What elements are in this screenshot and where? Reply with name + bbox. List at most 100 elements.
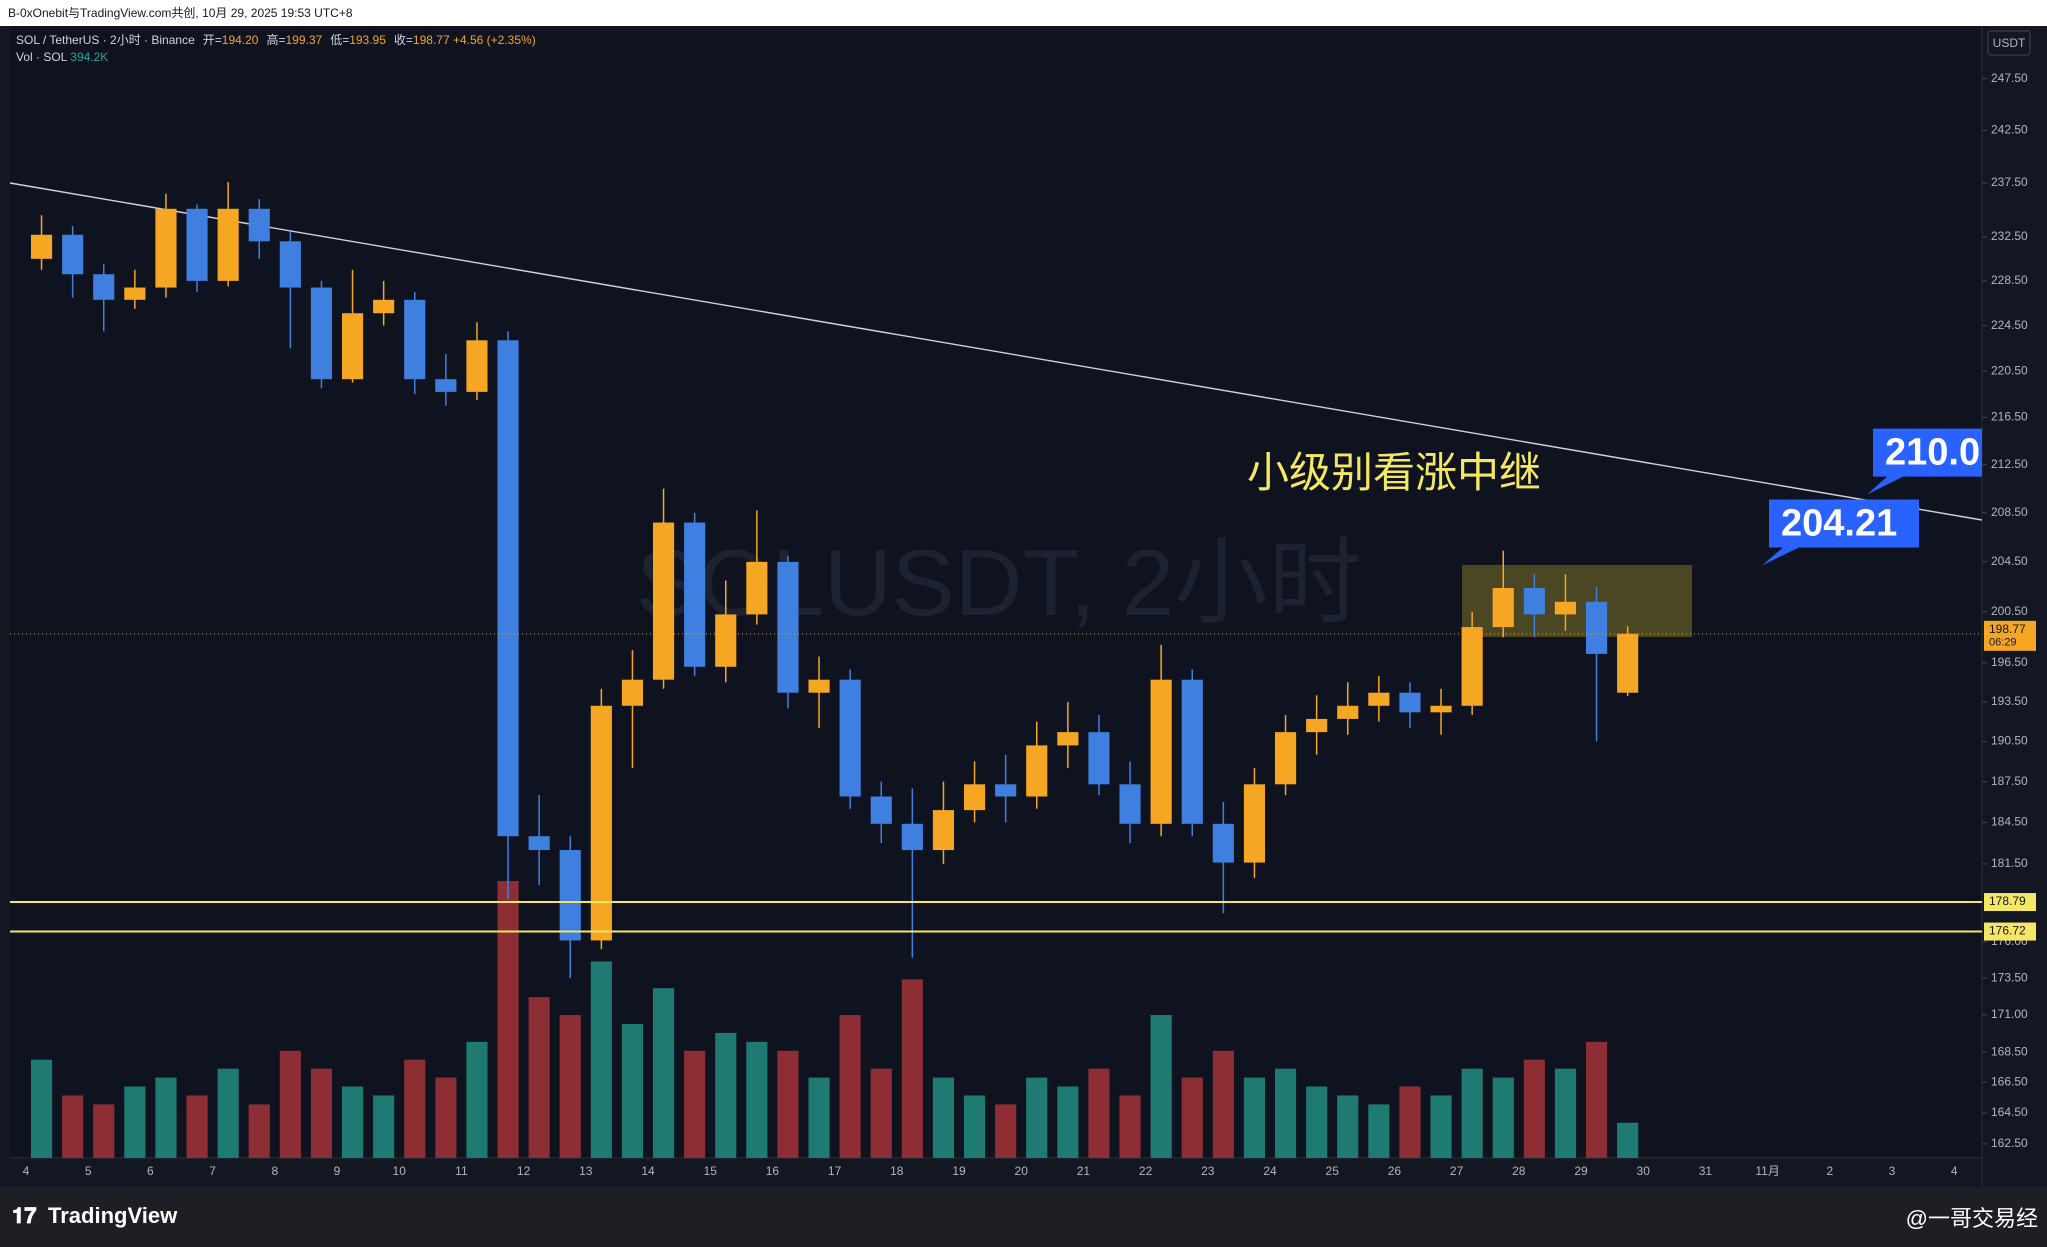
candle-body <box>30 234 53 259</box>
y-tick-label: 224.50 <box>1991 318 2028 332</box>
volume-bar <box>1554 1068 1577 1158</box>
candle-body <box>1430 705 1452 713</box>
volume-bar <box>621 1023 644 1158</box>
candle-body <box>497 340 519 837</box>
x-tick-label: 11 <box>455 1164 468 1178</box>
volume-legend: Vol · SOL 394.2K <box>16 50 108 64</box>
volume-bar <box>932 1077 955 1158</box>
candle-body <box>839 679 861 797</box>
volume-bar <box>1368 1104 1390 1158</box>
candle-body <box>777 561 799 693</box>
volume-value: 394.2K <box>70 50 108 64</box>
logo: 𝟏𝟕 <box>12 1203 37 1228</box>
symbol: SOL / TetherUS · 2小时 · Binance <box>16 33 195 47</box>
x-tick-label: 7 <box>209 1164 216 1178</box>
x-tick-label: 31 <box>1699 1164 1713 1178</box>
candle-body <box>528 836 550 851</box>
x-tick-label: 4 <box>1951 1164 1958 1178</box>
volume-bar <box>870 1068 892 1158</box>
countdown: 06:29 <box>1989 637 2017 649</box>
volume-bar <box>1337 1095 1359 1158</box>
volume-bar <box>963 1095 986 1158</box>
volume-bar <box>1274 1068 1297 1158</box>
candle-body <box>870 796 892 824</box>
volume-bar <box>1212 1050 1234 1158</box>
callout-label: 204.21 <box>1781 502 1897 544</box>
volume-bar <box>1399 1086 1421 1158</box>
volume-bar <box>1523 1059 1545 1158</box>
y-tick-label: 173.50 <box>1991 970 2028 984</box>
x-tick-label: 21 <box>1077 1164 1091 1178</box>
candle-body <box>124 287 146 300</box>
volume-bar <box>528 997 550 1158</box>
header-text: B-0xOnebit与TradingView.com共创, 10月 29, 20… <box>8 6 353 20</box>
volume-bar <box>1243 1077 1266 1158</box>
candle-body <box>1554 601 1577 615</box>
callouts: 210.0 204.21 <box>1762 428 1982 566</box>
x-tick-label: 15 <box>704 1164 718 1178</box>
volume-bar <box>715 1032 737 1158</box>
trendline <box>9 182 1982 521</box>
volume-bar <box>1057 1086 1079 1158</box>
volume-name: Vol · SOL <box>16 50 68 64</box>
y-tick-label: 200.50 <box>1991 604 2028 618</box>
volume-bar <box>808 1077 830 1158</box>
ohlc-name: 高= <box>266 32 285 47</box>
ohlc-value: 193.95 <box>349 33 386 47</box>
ohlc-value: 194.20 <box>222 33 259 47</box>
volume-bar <box>684 1050 706 1158</box>
x-tick-label: 6 <box>147 1164 154 1178</box>
x-tick-label: 23 <box>1201 1164 1215 1178</box>
volume-bar <box>435 1077 457 1158</box>
y-tick-label: 184.50 <box>1991 815 2028 829</box>
x-tick-label: 13 <box>579 1164 593 1178</box>
volume-bar <box>466 1041 488 1158</box>
y-tick-label: 216.50 <box>1991 410 2028 424</box>
candle-body <box>186 208 208 281</box>
ohlc-value: 199.37 <box>285 33 322 47</box>
unit-box <box>1987 30 2031 56</box>
x-tick-label: 28 <box>1512 1164 1526 1178</box>
x-tick-label: 4 <box>23 1164 30 1178</box>
x-tick-label: 2 <box>1826 1164 1833 1178</box>
candle-body <box>1585 601 1608 654</box>
x-tick-label: 10 <box>393 1164 407 1178</box>
y-tick-label: 181.50 <box>1991 856 2028 870</box>
x-tick-label: 26 <box>1388 1164 1402 1178</box>
volume-bar <box>1306 1086 1328 1158</box>
volume-bar <box>995 1104 1017 1158</box>
x-tick-label: 29 <box>1574 1164 1588 1178</box>
candle-body <box>373 299 395 314</box>
watermark: SOLUSDT, 2小时 <box>636 530 1362 635</box>
x-tick-label: 8 <box>271 1164 278 1178</box>
candle-body <box>715 614 737 667</box>
last-price-label: 198.77 <box>1989 622 2026 636</box>
y-tick-label: 193.50 <box>1991 694 2028 708</box>
candle-body <box>559 850 581 941</box>
candle-body <box>1337 705 1359 719</box>
x-tick-label: 16 <box>766 1164 780 1178</box>
y-tick-label: 166.50 <box>1991 1075 2028 1089</box>
volume-bar <box>1430 1095 1452 1158</box>
last-price-box <box>1984 620 2036 651</box>
volume-bar <box>1150 1015 1172 1158</box>
ohlc-name: 开= <box>203 33 222 47</box>
candle-body <box>435 379 457 392</box>
volume-bar <box>30 1059 53 1158</box>
y-tick-label: 187.50 <box>1991 774 2028 788</box>
volume-bar <box>155 1077 177 1158</box>
ohlc: 开=194.20 高=199.37 低=193.95 收=198.77 <box>203 32 450 47</box>
volume-bar <box>901 979 923 1158</box>
candle-body <box>248 208 270 242</box>
candle-body <box>1181 679 1203 824</box>
y-tick-label: 196.50 <box>1991 655 2028 669</box>
x-tick-label: 9 <box>334 1164 341 1178</box>
candle-body <box>1492 587 1514 628</box>
volume-bar <box>1088 1068 1110 1158</box>
x-tick-label: 14 <box>641 1164 655 1178</box>
candle-body <box>1150 679 1172 824</box>
candle-body <box>995 784 1017 797</box>
candle-body <box>1274 732 1297 785</box>
y-tick-label: 208.50 <box>1991 505 2028 519</box>
